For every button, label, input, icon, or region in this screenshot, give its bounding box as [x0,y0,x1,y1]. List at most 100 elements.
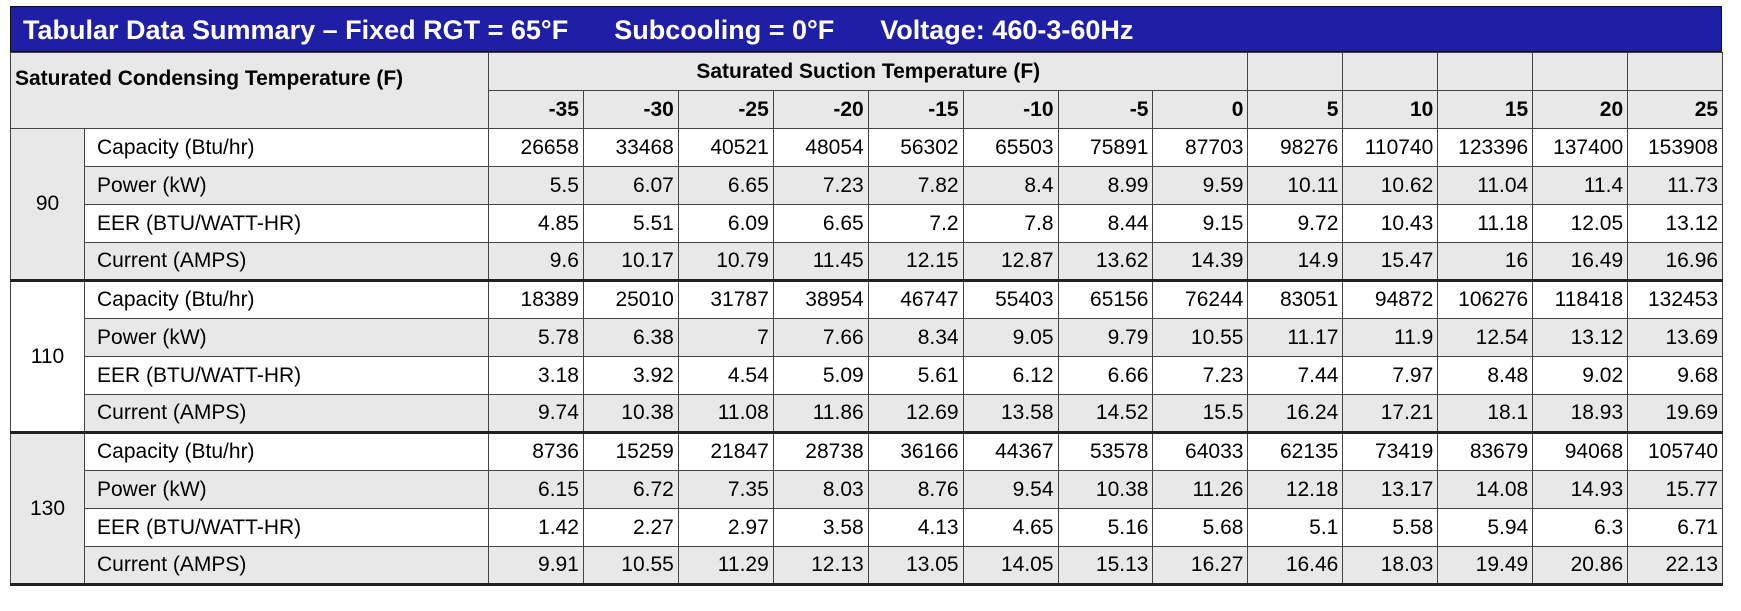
data-row: Power (kW) 5.78 6.38 7 7.66 8.34 9.05 9.79 10.55… [11,318,1724,357]
value-cell: 106276 [1437,280,1534,319]
value-cell: 9.74 [488,394,584,434]
value-cell: 8.03 [772,470,869,509]
value-cell: 105740 [1627,432,1724,471]
column-header: 5 [1247,90,1344,129]
row-label: Capacity (Btu/hr) [84,432,489,471]
value-cell: 12.13 [772,546,869,586]
value-cell: 6.66 [1057,356,1154,395]
value-cell: 10.17 [582,242,679,282]
value-cell: 64033 [1152,432,1249,471]
value-cell: 123396 [1437,128,1534,167]
data-row: EER (BTU/WATT-HR) 1.42 2.27 2.97 3.58 4.13 4.6… [11,508,1724,547]
value-cell: 65156 [1057,280,1154,319]
value-cell: 18.03 [1342,546,1439,586]
data-table: Saturated Condensing Temperature (F) Satu… [10,52,1724,586]
value-cell: 9.54 [962,470,1059,509]
value-cell: 3.92 [582,356,679,395]
value-cell: 5.78 [488,318,584,357]
value-cell: 9.79 [1057,318,1154,357]
header-row: -35 -30 -25 -20 -15 -10 -5 0 5 10 15 20 25 [11,90,1724,129]
value-cell: 5.68 [1152,508,1249,547]
group-label: 130 [10,432,85,586]
value-cell: 17.21 [1342,394,1439,434]
value-cell: 12.18 [1247,470,1344,509]
title-text: Voltage: 460-3-60Hz [880,15,1134,45]
empty-header-cell [1627,52,1724,91]
value-cell: 4.65 [962,508,1059,547]
value-cell: 13.05 [867,546,964,586]
value-cell: 15.13 [1057,546,1154,586]
value-cell: 7.8 [962,204,1059,243]
data-row: Power (kW) 6.15 6.72 7.35 8.03 8.76 9.54 10.38 1… [11,470,1724,509]
data-row: Power (kW) 5.5 6.07 6.65 7.23 7.82 8.4 8.99 9.59… [11,166,1724,205]
value-cell: 5.1 [1247,508,1344,547]
value-cell: 5.58 [1342,508,1439,547]
value-cell: 48054 [772,128,869,167]
value-cell: 11.18 [1437,204,1534,243]
data-row: EER (BTU/WATT-HR) 3.18 3.92 4.54 5.09 5.61 6.1… [11,356,1724,395]
value-cell: 8.44 [1057,204,1154,243]
value-cell: 75891 [1057,128,1154,167]
value-cell: 3.18 [488,356,584,395]
value-cell: 53578 [1057,432,1154,471]
value-cell: 7.2 [867,204,964,243]
value-cell: 28738 [772,432,869,471]
value-cell: 118418 [1532,280,1629,319]
value-cell: 10.55 [1152,318,1249,357]
value-cell: 25010 [582,280,679,319]
value-cell: 16.46 [1247,546,1344,586]
value-cell: 9.15 [1152,204,1249,243]
value-cell: 7.66 [772,318,869,357]
value-cell: 10.38 [1057,470,1154,509]
value-cell: 10.43 [1342,204,1439,243]
row-label: EER (BTU/WATT-HR) [84,508,489,547]
column-header: -15 [867,90,964,129]
value-cell: 12.54 [1437,318,1534,357]
empty-header-cell [1247,52,1344,91]
value-cell: 9.72 [1247,204,1344,243]
value-cell: 8.4 [962,166,1059,205]
value-cell: 83679 [1437,432,1534,471]
column-group-header: Saturated Suction Temperature (F) [487,52,1249,91]
value-cell: 94872 [1342,280,1439,319]
value-cell: 9.05 [962,318,1059,357]
data-row: 90 Capacity (Btu/hr) 26658 33468 40521 48054 5… [10,128,1724,282]
value-cell: 16.49 [1532,242,1629,282]
row-label: Power (kW) [84,166,489,205]
value-cell: 6.71 [1627,508,1724,547]
row-header: Saturated Condensing Temperature (F) [10,52,489,129]
value-cell: 6.38 [582,318,679,357]
value-cell: 7 [677,318,774,357]
value-cell: 9.59 [1152,166,1249,205]
value-cell: 5.51 [582,204,679,243]
value-cell: 20.86 [1532,546,1629,586]
row-label: EER (BTU/WATT-HR) [84,204,489,243]
value-cell: 21847 [677,432,774,471]
column-header: -5 [1057,90,1154,129]
value-cell: 153908 [1627,128,1724,167]
column-header: 25 [1627,90,1724,129]
value-cell: 12.05 [1532,204,1629,243]
summary: Tabular Data Summary – Fixed RGT = 65°F S… [10,6,1724,586]
empty-header-cell [1342,52,1439,91]
column-header: 0 [1152,90,1249,129]
value-cell: 9.02 [1532,356,1629,395]
value-cell: 4.85 [488,204,584,243]
value-cell: 65503 [962,128,1059,167]
value-cell: 10.55 [582,546,679,586]
value-cell: 19.69 [1627,394,1724,434]
value-cell: 26658 [488,128,584,167]
value-cell: 87703 [1152,128,1249,167]
value-cell: 11.29 [677,546,774,586]
value-cell: 5.09 [772,356,869,395]
value-cell: 6.65 [772,204,869,243]
value-cell: 110740 [1342,128,1439,167]
value-cell: 5.61 [867,356,964,395]
value-cell: 18.1 [1437,394,1534,434]
data-row: 110 Capacity (Btu/hr) 18389 25010 31787 38954… [10,280,1724,434]
value-cell: 18.93 [1532,394,1629,434]
value-cell: 9.6 [488,242,584,282]
value-cell: 6.65 [677,166,774,205]
value-cell: 76244 [1152,280,1249,319]
